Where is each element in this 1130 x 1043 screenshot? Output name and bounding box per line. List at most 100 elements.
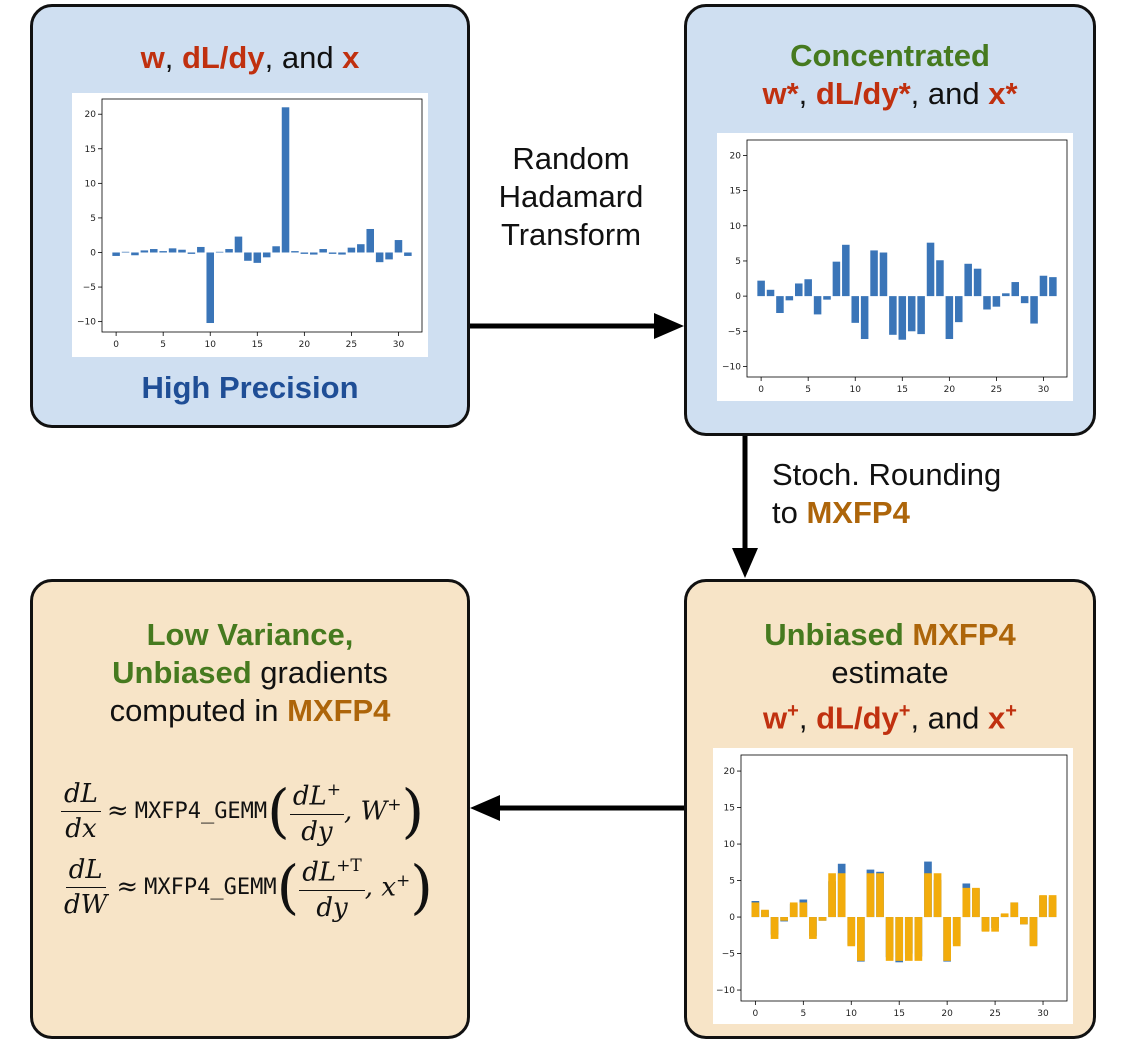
mxfp4-bar [866,873,875,918]
data-bar [310,252,318,255]
mxfp4-bar [837,873,846,918]
x-tick-label: 0 [753,1009,759,1019]
high-precision-box: w, dL/dy, and x 0 5 10 15 20 25 30 −10 −5 0 5 10 15 2… [30,4,470,428]
x-tick-label: 0 [758,385,764,395]
x-tick-label: 10 [846,1009,858,1019]
x-tick-label: 10 [205,340,217,350]
y-tick-label: −10 [722,362,741,372]
y-tick-label: 15 [85,145,96,155]
y-tick-label: 20 [724,767,736,777]
y-tick-label: 10 [85,179,97,189]
data-bar [766,289,775,297]
x-tick-label: 0 [113,340,119,350]
data-bar [150,249,158,253]
y-tick-label: 10 [730,222,742,232]
data-bar [889,296,897,335]
mxfp4-bar [991,917,999,932]
mxfp4-bar [924,873,932,918]
mxfp4-bar [761,909,769,918]
mxfp4-bar [828,873,836,918]
y-tick-label: −5 [722,950,735,960]
mxfp4-bar [751,902,760,918]
data-bar [973,268,982,297]
low-variance-box: Low Variance, Unbiased gradients compute… [30,579,470,1039]
data-bar [131,252,139,256]
data-bar [225,249,233,253]
data-bar [328,252,337,254]
low-variance-title: Low Variance, Unbiased gradients compute… [109,617,391,728]
x-tick-label: 30 [1037,1009,1049,1019]
high-precision-caption: High Precision [141,370,359,405]
arrow-to-gradients [470,795,688,821]
data-bar [955,296,963,323]
data-bar [112,252,120,256]
data-bar [936,260,944,297]
x-tick-label: 15 [897,385,908,395]
y-tick-label: 20 [85,110,97,120]
data-bar [121,251,130,253]
data-bar [357,244,365,253]
x-tick-label: 20 [941,1009,953,1019]
data-bar [206,252,214,324]
mxfp4-bar [1029,917,1038,947]
data-bar [394,240,403,253]
x-tick-label: 5 [160,340,166,350]
mxfp4-bar [809,917,817,939]
mxfp4-bar [1048,895,1057,918]
y-tick-label: 5 [735,257,741,267]
mxfp4-bar [780,917,788,921]
data-bar [187,252,196,254]
arrow-stoch-rounding [732,432,758,578]
data-bar [140,250,149,253]
data-bar [1030,296,1038,324]
y-tick-label: −10 [716,986,735,996]
x-tick-label: 10 [850,385,862,395]
data-bar [319,249,327,253]
data-bar [860,296,869,340]
x-tick-label: 5 [800,1009,806,1019]
y-tick-label: −10 [77,318,96,328]
data-bar [244,252,252,261]
data-bar [178,249,186,253]
mxfp4-bar [943,917,951,961]
data-bar [375,252,384,263]
mxfp4-bar [1010,902,1019,918]
concentrated-box: Concentrated w*, dL/dy*, and x* 0 5 10 15 20… [684,4,1096,436]
data-bar [879,252,888,297]
data-bar [898,296,907,340]
data-bar [1011,282,1019,297]
plot-frame [101,98,423,333]
data-bar [804,279,812,297]
x-tick-label: 25 [346,340,357,350]
mxfp4-bar [818,917,827,921]
x-tick-label: 30 [393,340,405,350]
high-precision-chart: 0 5 10 15 20 25 30 −10 −5 0 5 10 15 20 [72,93,428,357]
y-tick-label: 0 [90,248,96,258]
data-bar [385,252,393,260]
unbiased-estimate-chart: 0 5 10 15 20 25 30 −10 −5 0 5 10 15 20 [713,748,1073,1024]
data-bar [262,252,271,258]
data-bar [992,296,1001,307]
data-bar [404,252,412,256]
mxfp4-bar [981,917,990,932]
mxfp4-bar [847,917,856,947]
x-tick-label: 20 [299,340,311,350]
mxfp4-bar [789,902,798,918]
data-bar [1049,277,1057,297]
data-bar [917,296,925,335]
y-tick-label: −5 [83,283,96,293]
mxfp4-bar [904,917,913,961]
mxfp4-bar [962,887,971,918]
data-bar [272,246,280,253]
x-tick-label: 5 [805,385,811,395]
y-tick-label: 15 [724,804,735,814]
x-tick-label: 30 [1038,385,1050,395]
data-bar [776,296,784,314]
mxfp4-bar [770,917,779,939]
concentrated-chart: 0 5 10 15 20 25 30 −10 −5 0 5 10 15 20 [717,133,1073,401]
mxfp4-bar [952,917,961,947]
data-bar [870,250,878,297]
data-bar [832,261,841,297]
data-bar [168,248,177,253]
data-bar [1002,293,1010,297]
